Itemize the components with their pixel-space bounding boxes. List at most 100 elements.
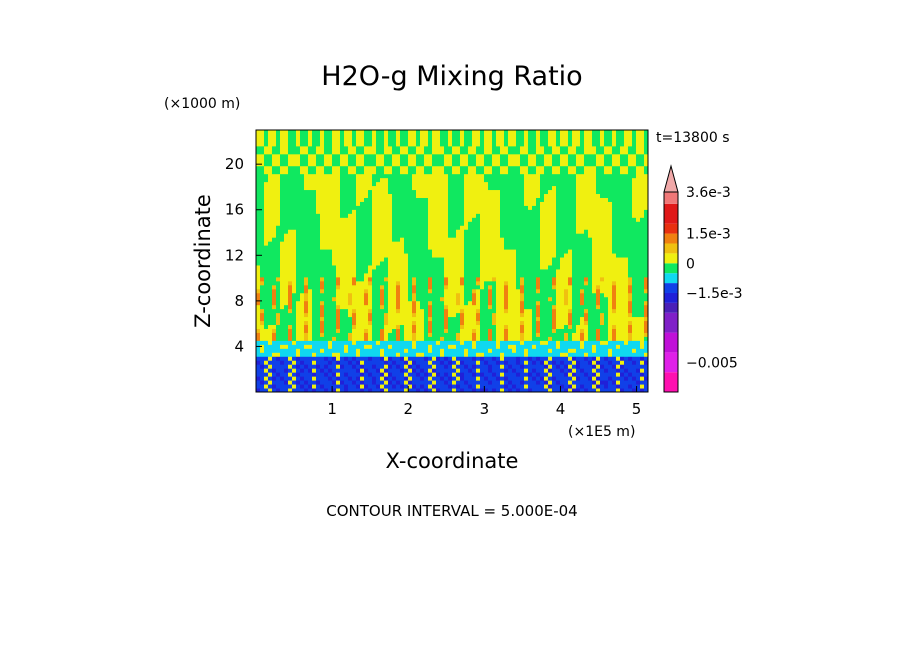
heatmap-cell (468, 348, 473, 353)
heatmap-cell (396, 161, 401, 167)
heatmap-cell (328, 364, 333, 369)
heatmap-cell (388, 225, 393, 230)
heatmap-cell (356, 268, 361, 274)
heatmap-cell (340, 272, 345, 278)
heatmap-cell (360, 189, 365, 195)
heatmap-cell (304, 149, 309, 155)
heatmap-cell (364, 352, 369, 357)
heatmap-cell (344, 241, 349, 246)
heatmap-cell (380, 145, 385, 151)
heatmap-cell (512, 332, 517, 337)
heatmap-cell (552, 272, 557, 278)
heatmap-cell (264, 280, 269, 286)
heatmap-cell (288, 257, 293, 262)
heatmap-cell (296, 304, 301, 310)
heatmap-cell (520, 364, 525, 369)
heatmap-cell (324, 264, 329, 270)
heatmap-cell (468, 308, 473, 314)
heatmap-cell (536, 197, 541, 202)
heatmap-cell (476, 324, 481, 329)
heatmap-cell (448, 261, 453, 266)
heatmap-cell (316, 300, 321, 306)
heatmap-cell (508, 197, 513, 202)
heatmap-cell (476, 368, 481, 373)
heatmap-cell (300, 304, 305, 310)
heatmap-cell (332, 157, 337, 163)
heatmap-cell (480, 312, 485, 318)
heatmap-cell (336, 332, 341, 337)
heatmap-cell (268, 233, 273, 238)
heatmap-cell (528, 137, 533, 143)
heatmap-cell (348, 205, 353, 210)
heatmap-cell (272, 209, 277, 214)
heatmap-cell (348, 348, 353, 353)
heatmap-cell (352, 213, 357, 218)
heatmap-cell (340, 137, 345, 143)
heatmap-cell (312, 225, 317, 230)
heatmap-cell (292, 201, 297, 206)
heatmap-cell (340, 276, 345, 282)
heatmap-cell (288, 149, 293, 155)
heatmap-cell (340, 253, 345, 258)
heatmap-cell (512, 141, 517, 147)
heatmap-cell (436, 257, 441, 262)
heatmap-cell (444, 173, 449, 179)
heatmap-cell (472, 221, 477, 226)
heatmap-cell (292, 209, 297, 214)
heatmap-cell (284, 233, 289, 238)
heatmap-cell (292, 376, 297, 381)
heatmap-cell (360, 130, 365, 135)
heatmap-cell (376, 284, 381, 290)
heatmap-cell (328, 253, 333, 258)
heatmap-cell (392, 161, 397, 167)
heatmap-cell (472, 276, 477, 282)
heatmap-cell (512, 368, 517, 373)
heatmap-cell (268, 336, 273, 341)
heatmap-cell (316, 217, 321, 222)
heatmap-cell (416, 197, 421, 202)
heatmap-cell (352, 241, 357, 246)
heatmap-cell (412, 380, 417, 385)
heatmap-cell (356, 300, 361, 306)
heatmap-cell (304, 368, 309, 373)
heatmap-cell (404, 173, 409, 179)
heatmap-cell (428, 157, 433, 163)
heatmap-cell (512, 304, 517, 310)
heatmap-cell (384, 181, 389, 187)
heatmap-cell (304, 201, 309, 206)
heatmap-cell (536, 348, 541, 353)
heatmap-cell (540, 185, 545, 191)
heatmap-cell (352, 352, 357, 357)
heatmap-cell (436, 312, 441, 318)
heatmap-cell (392, 276, 397, 282)
heatmap-cell (284, 229, 289, 234)
heatmap-cell (344, 209, 349, 214)
heatmap-cell (556, 221, 561, 226)
heatmap-cell (336, 272, 341, 278)
heatmap-cell (452, 205, 457, 210)
heatmap-cell (328, 261, 333, 266)
heatmap-cell (396, 292, 401, 298)
heatmap-cell (444, 280, 449, 286)
heatmap-cell (360, 324, 365, 329)
heatmap-cell (312, 304, 317, 310)
heatmap-cell (444, 388, 449, 393)
heatmap-cell (480, 205, 485, 210)
heatmap-cell (352, 348, 357, 353)
heatmap-cell (536, 356, 541, 361)
heatmap-cell (312, 130, 317, 135)
heatmap-cell (412, 173, 417, 179)
heatmap-cell (552, 336, 557, 341)
heatmap-cell (512, 153, 517, 159)
heatmap-cell (280, 149, 285, 155)
heatmap-cell (356, 213, 361, 218)
heatmap-cell (540, 245, 545, 250)
heatmap-cell (300, 161, 305, 167)
heatmap-cell (356, 205, 361, 210)
heatmap-cell (508, 137, 513, 143)
heatmap-cell (364, 237, 369, 242)
heatmap-cell (328, 177, 333, 183)
heatmap-cell (500, 324, 505, 329)
heatmap-cell (332, 280, 337, 286)
heatmap-cell (504, 352, 509, 357)
